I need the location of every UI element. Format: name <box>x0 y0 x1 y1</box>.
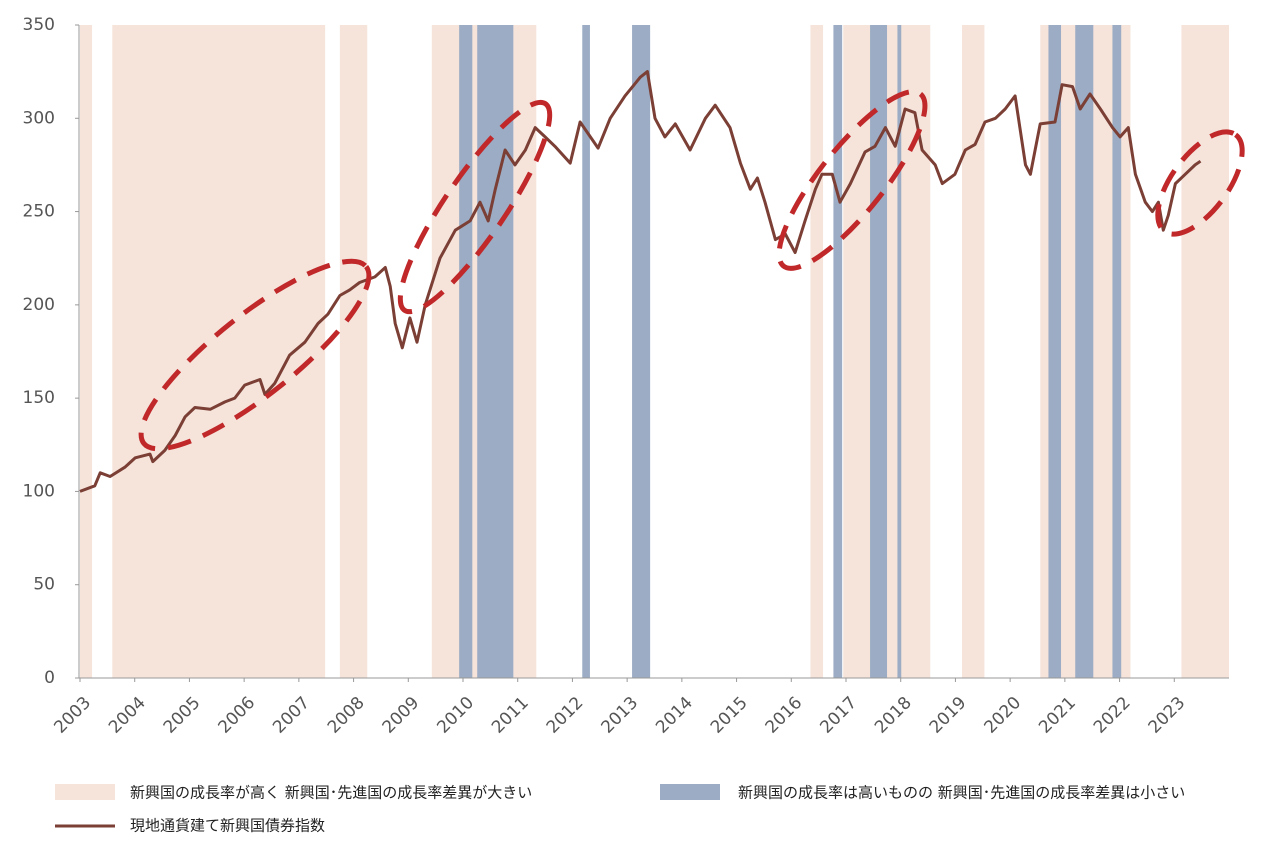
x-tick-label: 2003 <box>50 693 95 738</box>
y-tick-label: 150 <box>23 388 55 408</box>
x-tick-label: 2011 <box>488 693 533 738</box>
legend-swatch <box>55 784 115 800</box>
region-band <box>477 25 514 678</box>
x-tick-label: 2021 <box>1035 693 1080 738</box>
x-tick-label: 2013 <box>597 693 642 738</box>
x-tick-label: 2014 <box>652 693 697 738</box>
region-band <box>632 25 651 678</box>
highlight-ellipse <box>776 89 928 271</box>
region-band <box>1075 25 1094 678</box>
x-tick-label: 2008 <box>324 693 369 738</box>
legend-label: 新興国の成長率は高いものの 新興国･先進国の成長率差異は小さい <box>738 784 1185 802</box>
y-tick-label: 200 <box>23 295 55 315</box>
x-tick-label: 2007 <box>269 693 314 738</box>
x-tick-label: 2006 <box>214 693 259 738</box>
region-band <box>961 25 985 678</box>
region-band <box>1048 25 1062 678</box>
legend: 新興国の成長率が高く 新興国･先進国の成長率差異が大きい 新興国の成長率は高いも… <box>55 784 1185 835</box>
region-band <box>80 25 93 678</box>
x-tick-label: 2005 <box>160 693 205 738</box>
x-tick-label: 2017 <box>816 693 861 738</box>
y-tick-label: 50 <box>33 575 55 595</box>
x-tick-label: 2016 <box>762 693 807 738</box>
y-tick-label: 300 <box>23 108 55 128</box>
region-band <box>810 25 824 678</box>
region-band <box>1181 25 1229 678</box>
region-band <box>112 25 326 678</box>
region-band <box>582 25 590 678</box>
x-tick-label: 2015 <box>707 693 752 738</box>
x-tick-label: 2012 <box>543 693 588 738</box>
x-tick-label: 2018 <box>871 693 916 738</box>
region-band <box>897 25 902 678</box>
legend-swatch <box>660 784 720 800</box>
region-band <box>459 25 473 678</box>
region-band <box>870 25 888 678</box>
x-tick-label: 2010 <box>433 693 478 738</box>
y-tick-label: 100 <box>23 481 55 501</box>
legend-label: 新興国の成長率が高く 新興国･先進国の成長率差異が大きい <box>130 784 532 802</box>
region-band <box>833 25 843 678</box>
x-tick-label: 2019 <box>926 693 971 738</box>
region-band <box>339 25 368 678</box>
y-tick-label: 0 <box>44 668 55 688</box>
regions <box>80 25 1229 678</box>
legend-label: 現地通貨建て新興国債券指数 <box>130 817 325 835</box>
y-tick-label: 350 <box>23 15 55 35</box>
x-tick-label: 2009 <box>379 693 424 738</box>
x-tick-label: 2004 <box>105 693 150 738</box>
region-band <box>1112 25 1122 678</box>
x-tick-label: 2020 <box>980 693 1025 738</box>
lines <box>79 70 1202 493</box>
highlight-ellipse <box>138 258 372 452</box>
series-line <box>79 70 1202 493</box>
x-tick-label: 2022 <box>1090 693 1135 738</box>
y-tick-label: 250 <box>23 202 55 222</box>
highlight-ellipse <box>397 99 553 315</box>
x-tick-label: 2023 <box>1145 693 1190 738</box>
